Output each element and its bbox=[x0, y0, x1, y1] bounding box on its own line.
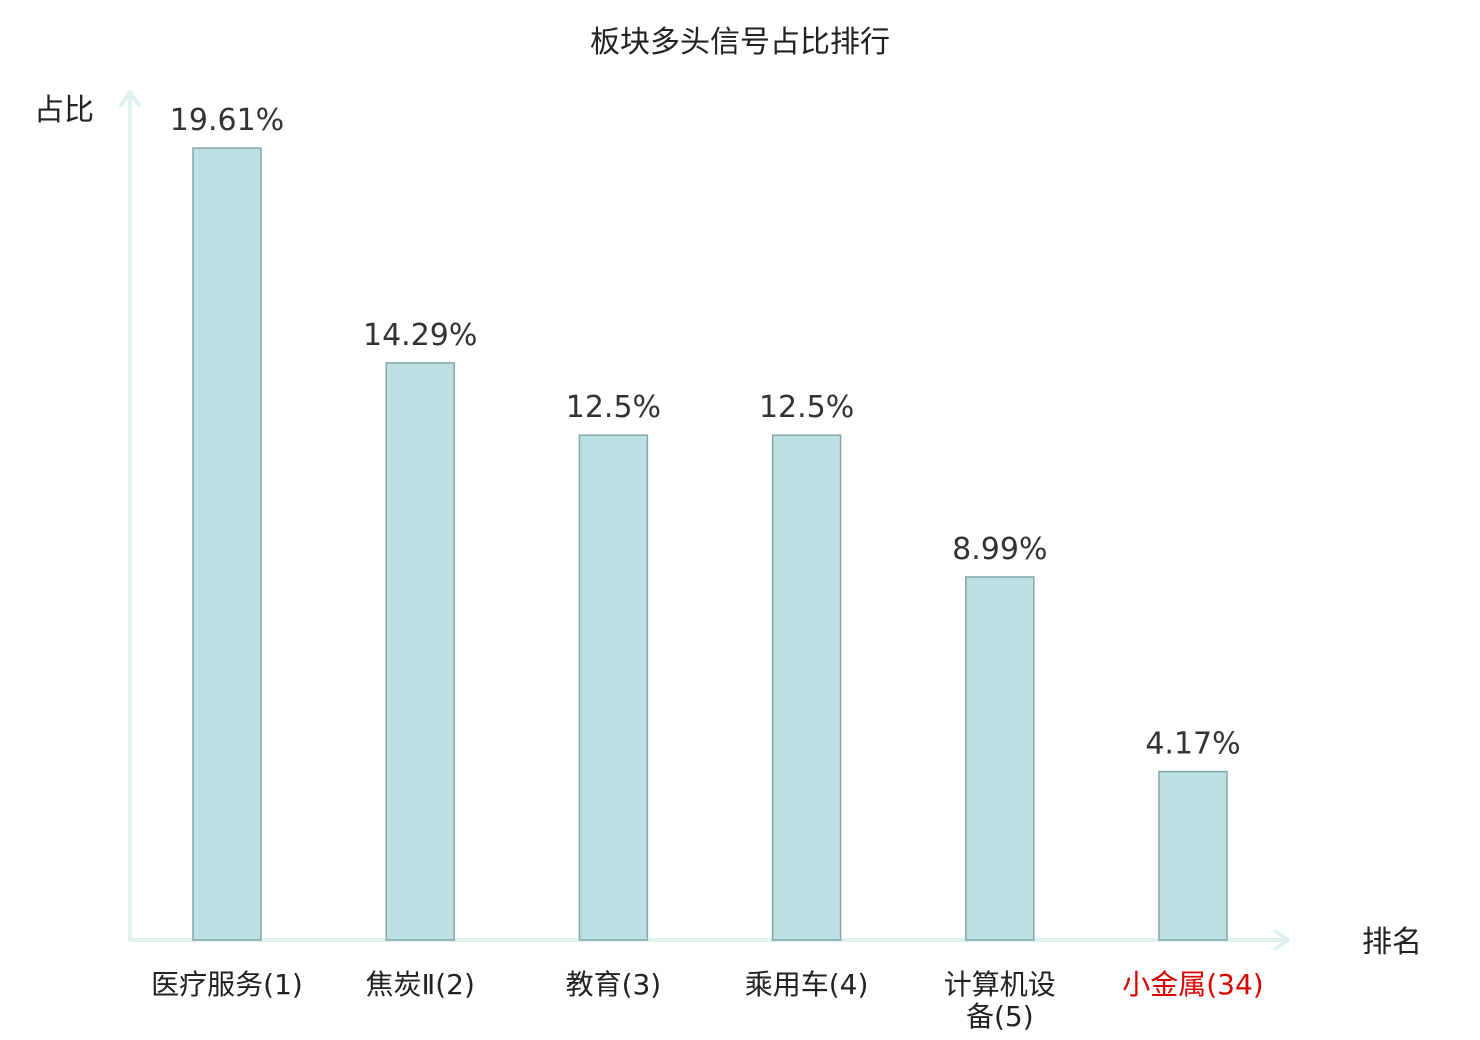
x-tick-label-line: 教育(3) bbox=[566, 968, 662, 1001]
data-label: 4.17% bbox=[1145, 727, 1240, 762]
x-tick-label: 计算机设备(5) bbox=[944, 968, 1056, 1033]
x-axis-arrow-icon bbox=[1273, 929, 1290, 951]
bar bbox=[771, 434, 842, 941]
data-label: 12.5% bbox=[759, 390, 854, 425]
chart-title: 板块多头信号占比排行 bbox=[590, 25, 890, 60]
data-label: 8.99% bbox=[952, 532, 1047, 567]
bar bbox=[1158, 770, 1228, 941]
x-tick-label: 乘用车(4) bbox=[745, 968, 869, 1001]
x-tick-label: 教育(3) bbox=[566, 968, 662, 1001]
bar bbox=[965, 576, 1035, 941]
y-axis-arrow-icon bbox=[119, 90, 141, 107]
x-tick-label-line: 备(5) bbox=[966, 1000, 1034, 1033]
x-tick-label-line: 焦炭Ⅱ(2) bbox=[365, 968, 474, 1001]
axes bbox=[119, 90, 1290, 951]
category-labels-group: 医疗服务(1) 焦炭Ⅱ(2) 教育(3) 乘用车(4) 计算机设备(5) 小金属(34) bbox=[151, 968, 1264, 1033]
bar bbox=[578, 434, 649, 941]
x-tick-label: 医疗服务(1) bbox=[151, 968, 303, 1001]
x-axis-label: 排名 bbox=[1362, 925, 1422, 960]
x-tick-label-line: 小金属(34) bbox=[1122, 968, 1263, 1001]
data-label: 14.29% bbox=[363, 318, 477, 353]
x-tick-label-line: 医疗服务(1) bbox=[151, 968, 303, 1001]
x-tick-label: 小金属(34) bbox=[1122, 968, 1263, 1001]
bars-group bbox=[192, 147, 1228, 941]
bar bbox=[192, 147, 262, 941]
y-axis-label: 占比 bbox=[34, 93, 94, 128]
x-tick-label: 焦炭Ⅱ(2) bbox=[365, 968, 474, 1001]
value-labels-group: 19.61% 14.29% 12.5% 12.5% 8.99% 4.17% bbox=[170, 103, 1241, 762]
data-label: 19.61% bbox=[170, 103, 284, 138]
data-label: 12.5% bbox=[566, 390, 661, 425]
bar bbox=[385, 362, 455, 941]
x-tick-label-line: 乘用车(4) bbox=[745, 968, 869, 1001]
x-tick-label-line: 计算机设 bbox=[944, 968, 1056, 1001]
